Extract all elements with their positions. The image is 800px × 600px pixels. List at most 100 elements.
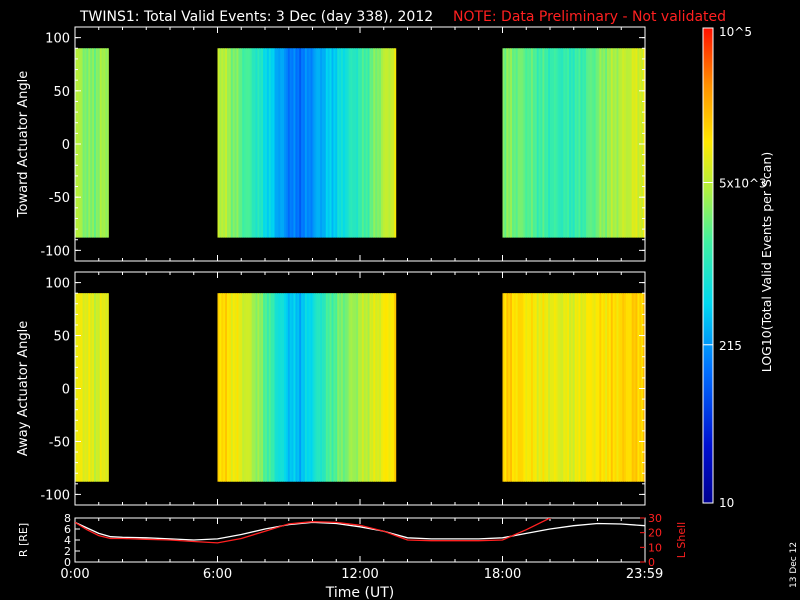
heatmap-cell (333, 293, 336, 482)
heatmap-cell (272, 48, 276, 238)
heatmap-cell (551, 48, 555, 238)
heatmap-cell (225, 293, 228, 482)
heatmap-cell (232, 48, 236, 238)
heatmap-cell (553, 48, 557, 238)
heatmap-cell (270, 293, 274, 482)
heatmap-cell (247, 293, 251, 482)
heatmap-cell (344, 48, 348, 238)
heatmap-cell (557, 48, 561, 238)
heatmap-cell (257, 293, 260, 482)
heatmap-cell (569, 293, 572, 482)
heatmap-cell (303, 293, 306, 482)
heatmap-cell (531, 48, 534, 238)
title-note: NOTE: Data Preliminary - Not validated (453, 9, 726, 25)
heatmap-cell (569, 48, 572, 238)
heatmap-cell (589, 48, 593, 238)
heatmap-cell (82, 48, 86, 238)
heatmap-cell (565, 48, 568, 238)
heatmap-cell (318, 293, 321, 482)
heatmap-cell (352, 48, 355, 238)
heatmap-cell (253, 293, 257, 482)
heatmap-cell (356, 48, 359, 238)
heatmap-cell (76, 293, 80, 482)
heatmap-cell (314, 48, 317, 238)
heatmap-cell (612, 293, 616, 482)
heatmap-cell (86, 48, 89, 238)
heatmap-cell (92, 48, 95, 238)
heatmap-cell (392, 293, 395, 482)
heatmap-cell (538, 48, 542, 238)
heatmap-cell (620, 293, 623, 482)
heatmap-cell (576, 48, 580, 238)
heatmap-cell (325, 48, 329, 238)
heatmap-cell (515, 293, 519, 482)
heatmap-cell (629, 293, 633, 482)
heatmap-cell (274, 293, 277, 482)
heatmap-cell (356, 293, 359, 482)
heatmap-cell (637, 48, 640, 238)
heatmap-cell (276, 48, 279, 238)
heatmap-cell (219, 48, 222, 238)
away-heatmap-panel: 100 50 0 -50 -100 Away Actuator Angle (16, 271, 646, 506)
heatmap-cell (557, 293, 561, 482)
heatmap-cell (337, 293, 340, 482)
heatmap-cell (517, 293, 521, 482)
heatmap-cell (513, 293, 517, 482)
heatmap-cell (626, 293, 629, 482)
heatmap-cell (578, 48, 581, 238)
heatmap-cell (323, 48, 327, 238)
heatmap-cell (382, 293, 386, 482)
heatmap-cell (80, 293, 84, 482)
heatmap-cell (559, 48, 562, 238)
heatmap-cell (563, 48, 566, 238)
heatmap-cell (371, 293, 374, 482)
heatmap-cell (618, 48, 621, 238)
heatmap-cell (574, 48, 578, 238)
heatmap-cell (548, 48, 551, 238)
heatmap-cell (259, 293, 262, 482)
heatmap-cell (586, 48, 589, 238)
heatmap-cell (620, 48, 623, 238)
x-tick-label: 6:00 (203, 567, 232, 582)
heatmap-cell (240, 48, 243, 238)
heatmap-cell (624, 293, 627, 482)
heatmap-cell (550, 48, 553, 238)
heatmap-cell (555, 293, 559, 482)
heatmap-cell (101, 293, 105, 482)
heatmap-cell (386, 293, 390, 482)
heatmap-cell (312, 48, 315, 238)
heatmap-cell (624, 48, 627, 238)
heatmap-cell (639, 293, 642, 482)
heatmap-cell (278, 293, 281, 482)
heatmap-cell (373, 48, 376, 238)
heatmap-cell (513, 48, 517, 238)
heatmap-cell (240, 293, 243, 482)
heatmap-cell (325, 293, 329, 482)
heatmap-cell (251, 48, 255, 238)
heatmap-cell (299, 293, 302, 482)
heatmap-cell (588, 48, 591, 238)
heatmap-cell (285, 48, 289, 238)
heatmap-cell (542, 48, 545, 238)
heatmap-cell (310, 293, 314, 482)
heatmap-cell (86, 293, 89, 482)
heatmap-cell (641, 48, 644, 238)
heatmap-cell (631, 293, 635, 482)
heatmap-cell (637, 293, 640, 482)
heatmap-cell (94, 48, 97, 238)
right-y-tick-label: 30 (648, 512, 662, 525)
heatmap-cell (574, 293, 578, 482)
heatmap-cell (236, 293, 239, 482)
heatmap-cell (534, 48, 538, 238)
y-tick-label: 100 (45, 277, 70, 292)
heatmap-cell (390, 48, 393, 238)
heatmap-cell (318, 48, 321, 238)
heatmap-cell (107, 48, 109, 238)
heatmap-cell (388, 293, 391, 482)
heatmap-cell (291, 48, 295, 238)
heatmap-cell (341, 293, 344, 482)
heatmap-cell (540, 293, 543, 482)
heatmap-cell (78, 293, 82, 482)
heatmap-cell (227, 48, 230, 238)
heatmap-cell (228, 48, 232, 238)
